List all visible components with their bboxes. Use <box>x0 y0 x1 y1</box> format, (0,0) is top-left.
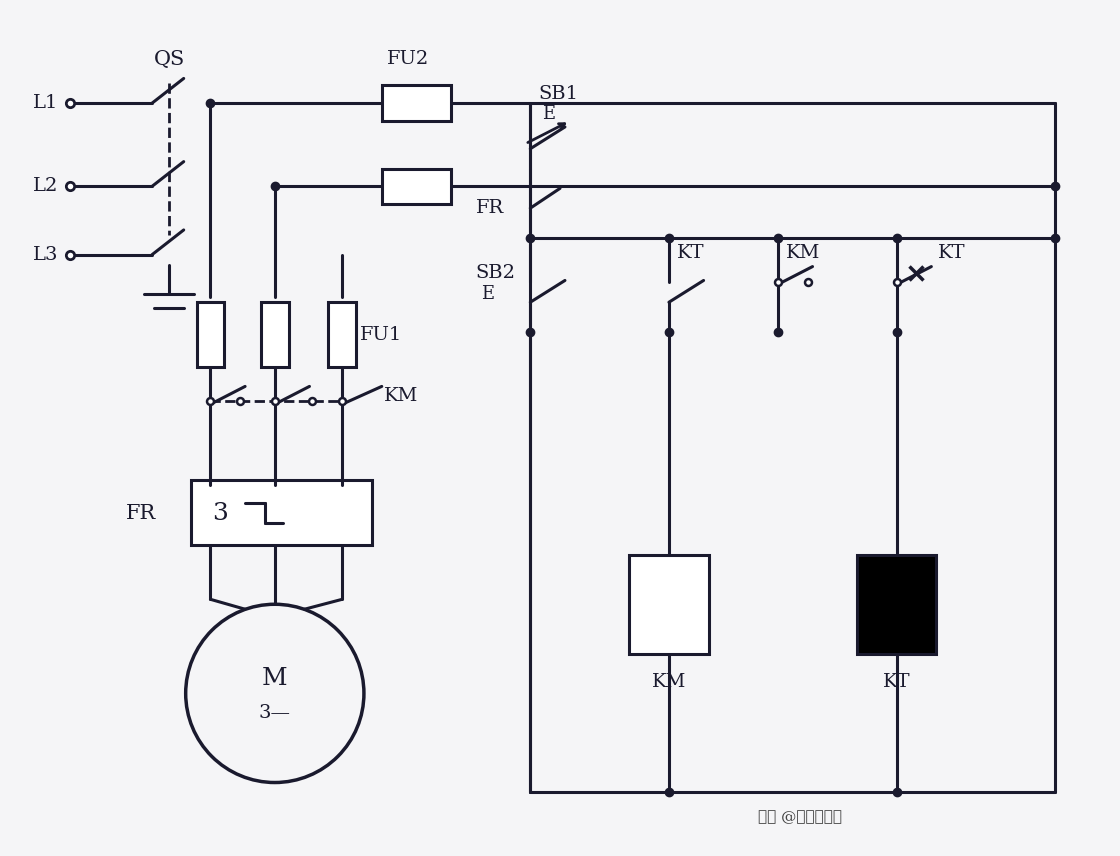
Text: L2: L2 <box>34 177 58 195</box>
Text: E: E <box>542 105 556 123</box>
FancyBboxPatch shape <box>629 555 709 654</box>
Text: L1: L1 <box>34 94 58 112</box>
FancyBboxPatch shape <box>857 555 936 654</box>
Text: KM: KM <box>384 387 418 405</box>
FancyBboxPatch shape <box>197 302 224 366</box>
Text: FU2: FU2 <box>386 50 429 68</box>
FancyBboxPatch shape <box>382 169 451 205</box>
Text: FU1: FU1 <box>360 326 402 344</box>
Text: 3—: 3— <box>259 704 291 722</box>
Text: QS: QS <box>153 51 185 69</box>
Text: L3: L3 <box>34 246 58 264</box>
FancyBboxPatch shape <box>328 302 356 366</box>
Text: KT: KT <box>676 244 704 262</box>
FancyBboxPatch shape <box>261 302 289 366</box>
Text: FR: FR <box>476 199 504 217</box>
Text: E: E <box>480 285 494 303</box>
Text: KT: KT <box>883 673 911 691</box>
Text: SB1: SB1 <box>539 86 578 104</box>
Text: 3: 3 <box>213 502 228 525</box>
Text: KM: KM <box>786 244 820 262</box>
FancyBboxPatch shape <box>190 480 372 545</box>
Text: 知乎 @电力观察官: 知乎 @电力观察官 <box>758 810 842 824</box>
Text: KM: KM <box>652 673 687 691</box>
Text: FR: FR <box>127 503 157 523</box>
FancyBboxPatch shape <box>382 86 451 121</box>
Text: SB2: SB2 <box>476 264 516 282</box>
Text: KT: KT <box>939 244 965 262</box>
Text: M: M <box>262 667 288 690</box>
